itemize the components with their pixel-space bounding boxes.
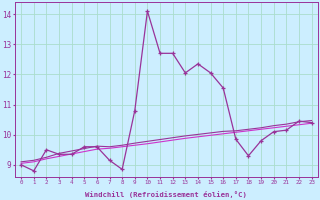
X-axis label: Windchill (Refroidissement éolien,°C): Windchill (Refroidissement éolien,°C) (85, 191, 247, 198)
